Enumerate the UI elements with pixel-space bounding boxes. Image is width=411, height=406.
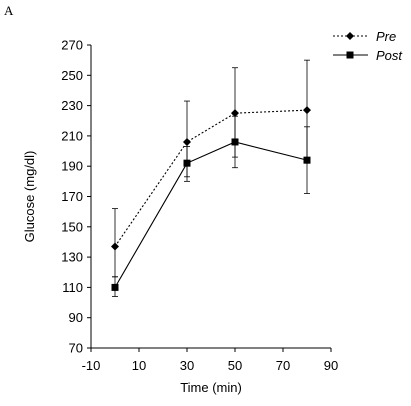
data-point xyxy=(303,156,311,164)
x-tick-label: 70 xyxy=(276,358,290,373)
x-tick-label: 90 xyxy=(324,358,338,373)
data-point xyxy=(111,283,119,291)
series-line xyxy=(114,109,308,247)
data-point xyxy=(231,109,239,118)
y-tick-label: 70 xyxy=(69,341,83,356)
series-line xyxy=(114,141,308,288)
y-tick-label: 250 xyxy=(61,68,83,83)
panel-label: A xyxy=(4,3,14,18)
data-point xyxy=(303,106,311,115)
y-tick-label: 190 xyxy=(61,159,83,174)
data-point xyxy=(183,159,191,167)
series-pre xyxy=(111,59,311,278)
chart-axes: 70 90 110 130 150 170 190 210 230 250 270 -10 10 30 50… xyxy=(61,38,338,374)
data-point xyxy=(111,242,119,251)
legend-marker xyxy=(346,32,354,40)
series-post xyxy=(111,115,311,297)
y-tick-label: 110 xyxy=(62,280,83,295)
y-tick-label: 230 xyxy=(61,98,83,113)
legend-label: Post xyxy=(376,48,403,63)
chart-legend: Pre Post xyxy=(333,29,403,63)
x-tick-label: 10 xyxy=(132,358,146,373)
x-axis-title: Time (min) xyxy=(180,380,242,395)
y-tick-label: 90 xyxy=(69,310,83,325)
y-axis-title: Glucose (mg/dl) xyxy=(22,151,37,243)
legend-item-post: Post xyxy=(333,48,403,63)
data-point xyxy=(183,137,191,146)
x-tick-label: 50 xyxy=(228,358,242,373)
legend-label: Pre xyxy=(376,29,396,44)
y-tick-label: 270 xyxy=(61,38,83,53)
y-tick-label: 150 xyxy=(61,219,83,234)
legend-item-pre: Pre xyxy=(333,29,396,44)
y-tick-label: 210 xyxy=(61,128,83,143)
chart-series xyxy=(111,59,311,297)
data-point xyxy=(231,138,239,146)
y-tick-label: 170 xyxy=(61,189,83,204)
x-tick-label: 30 xyxy=(180,358,194,373)
y-tick-label: 130 xyxy=(61,250,83,265)
legend-marker xyxy=(346,51,354,59)
x-tick-label: -10 xyxy=(82,358,101,373)
